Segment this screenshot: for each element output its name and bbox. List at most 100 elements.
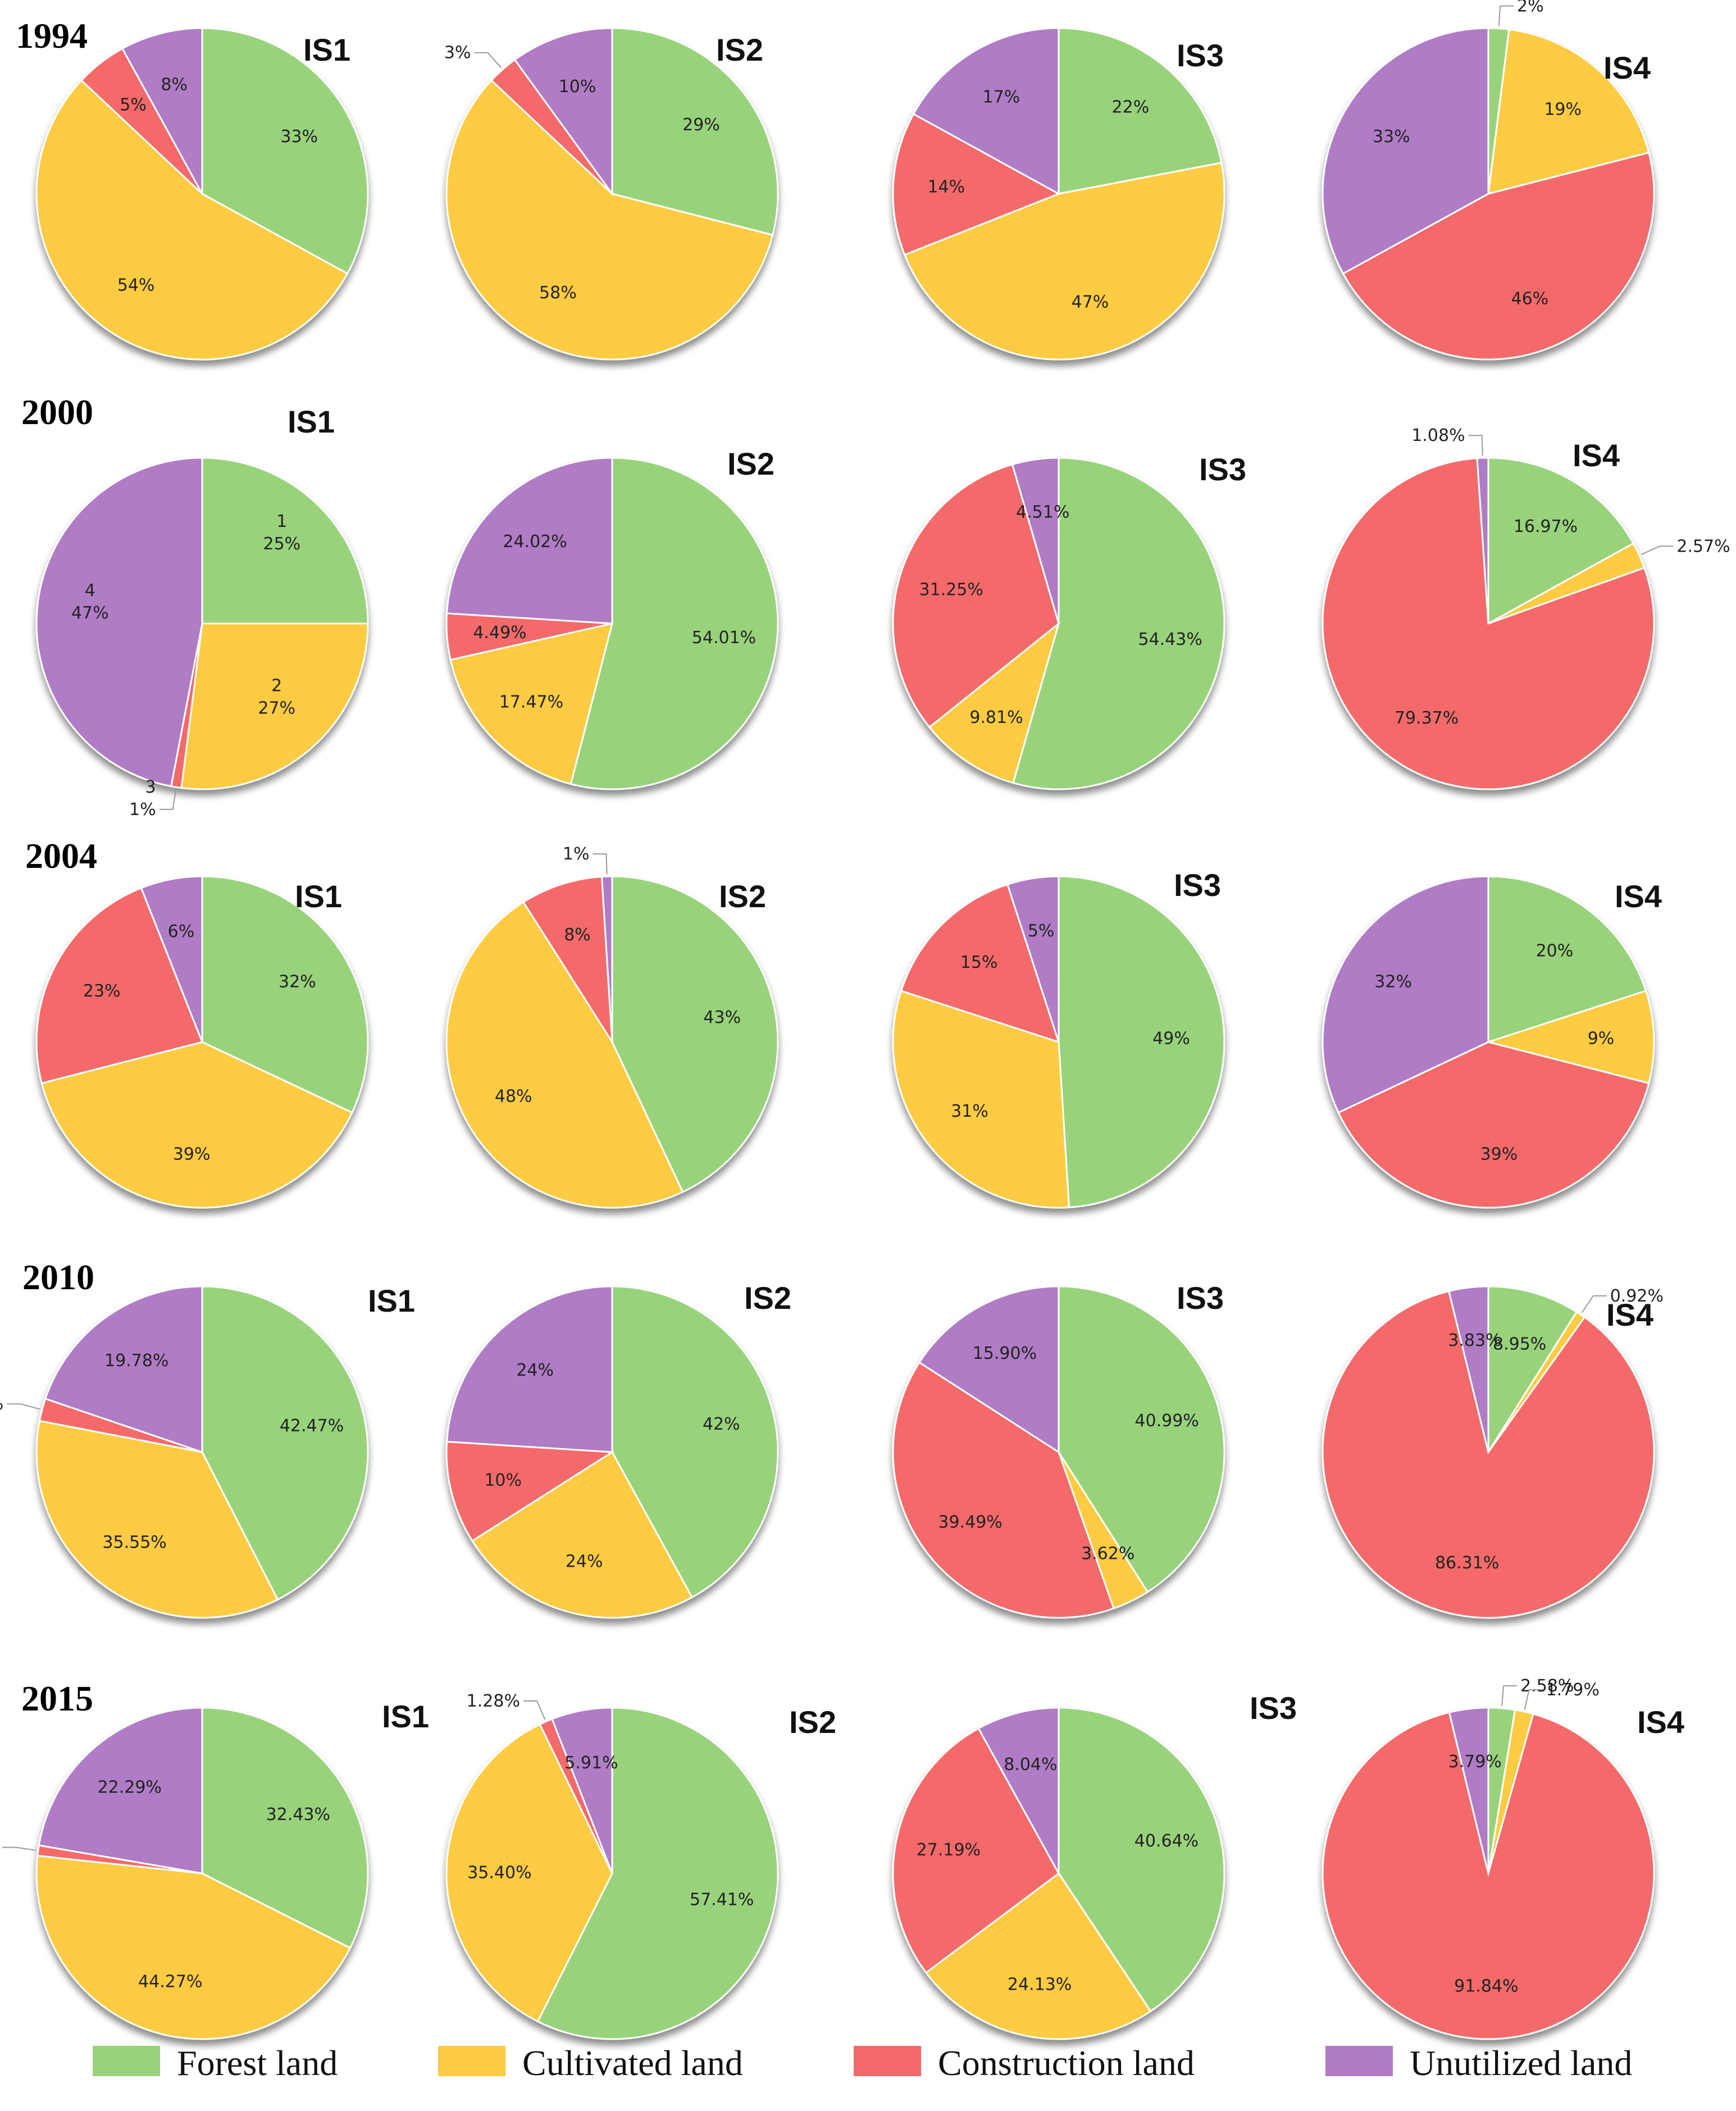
site-label: IS1 — [382, 1699, 429, 1734]
site-label: IS3 — [1199, 452, 1246, 487]
site-label: IS2 — [727, 446, 774, 481]
slice-value-label: 8% — [564, 925, 591, 945]
slice-value-label: 1% — [563, 844, 590, 864]
slice-value-label: 1% — [129, 800, 156, 820]
year-row-2015: 201532.43%44.27%1.01%22.29%IS157.41%35.4… — [2, 1676, 1684, 2040]
slice-construction — [892, 463, 1060, 729]
pie-2004-is3: 49% 31% 15% 5% IS3 — [892, 867, 1225, 1209]
pie-2000-is2: 54.01% 17.47% 4.49% 24.02% IS2 — [445, 446, 779, 790]
legend-swatch — [1325, 2046, 1393, 2076]
slice-value-label: 32% — [1374, 972, 1412, 992]
slice-construction — [892, 112, 1061, 256]
pie-slices — [445, 1285, 779, 1619]
slice-value-label: 44.27% — [138, 1972, 202, 1991]
pie-2010-is1: 42.47% 35.55% 2.20% 19.78% IS1 — [0, 1283, 415, 1619]
site-label: IS3 — [1177, 1280, 1224, 1316]
label-leader-line — [1524, 1689, 1543, 1710]
slice-cultivated — [1487, 28, 1650, 195]
slice-value-label: 5% — [1028, 921, 1055, 941]
legend-label: Cultivated land — [522, 2043, 743, 2083]
slice-value-label: 33% — [280, 127, 318, 147]
slice-value-label: 39% — [173, 1145, 211, 1164]
year-label: 1994 — [16, 16, 88, 56]
slice-value-label: 47% — [1072, 293, 1109, 312]
slice-value-label: 27.19% — [917, 1840, 981, 1860]
legend-item-unutilized: Unutilized land — [1325, 2043, 1632, 2083]
slice-value-label: 24.13% — [1008, 1975, 1072, 1995]
slice-value-label: 31% — [951, 1102, 988, 1121]
pie-2015-is2: 57.41% 35.40% 1.28% 5.91% IS2 — [445, 1691, 836, 2040]
pie-2015-is1: 32.43%44.27%1.01%22.29%IS1 — [2, 1699, 429, 2040]
slice-construction — [892, 1727, 1060, 1974]
slice-unutilized — [121, 27, 203, 194]
slice-value-label: 49% — [1152, 1029, 1190, 1049]
slice-cultivated — [928, 621, 1060, 784]
slice-value-label: 22.29% — [98, 1778, 162, 1798]
label-leader-line — [474, 52, 502, 69]
slice-unutilized — [445, 1285, 613, 1453]
pie-slices — [892, 875, 1225, 1209]
slice-forest — [1058, 875, 1225, 1209]
slice-cultivated — [1485, 989, 1655, 1085]
slice-value-label: 39.49% — [938, 1512, 1002, 1532]
slice-cultivated — [903, 161, 1225, 361]
slice-forest — [1058, 1285, 1225, 1594]
slice-value-label: 2% — [1517, 0, 1544, 16]
slice-value-label: 54% — [117, 275, 155, 295]
pie-slices — [892, 27, 1225, 361]
slice-value-label: 25% — [263, 534, 301, 554]
slice-forest — [569, 457, 779, 790]
slice-construction — [1322, 457, 1655, 790]
legend-swatch — [438, 2046, 505, 2076]
site-label: IS4 — [1606, 1297, 1653, 1332]
slice-value-label: 15% — [960, 953, 998, 972]
slice-value-label: 27% — [258, 698, 295, 718]
site-label: IS2 — [719, 879, 766, 914]
pie-2000-is1: 1 25% 2 27% 3 1% 4 47% IS1 — [35, 404, 369, 820]
slice-forest — [1487, 1285, 1578, 1455]
pie-slices — [35, 457, 369, 790]
slice-value-label: 3.79% — [1448, 1752, 1502, 1772]
slice-value-label: 8.04% — [1004, 1755, 1057, 1775]
slice-unutilized — [140, 875, 203, 1043]
slice-value-label: 32.43% — [266, 1805, 330, 1825]
slice-unutilized — [1322, 27, 1489, 275]
pie-2015-is4: 2.58%1.79% 91.84% 3.79% IS4 — [1322, 1676, 1684, 2040]
slice-unutilized — [38, 1707, 203, 1875]
site-label: IS4 — [1573, 438, 1620, 473]
slice-construction — [522, 875, 613, 1043]
slice-cultivated — [445, 79, 774, 361]
slice-value-label: 58% — [539, 283, 577, 303]
slice-value-label: 19.78% — [104, 1351, 168, 1371]
site-label: IS1 — [288, 404, 335, 439]
slice-value-label: 3.62% — [1081, 1544, 1134, 1563]
slice-value-label: 1.28% — [467, 1691, 520, 1711]
slice-value-label: 79.37% — [1395, 708, 1459, 728]
slice-cultivated — [35, 1420, 279, 1619]
slice-value-label: 4.49% — [473, 623, 526, 643]
label-leader-line — [1581, 1295, 1607, 1313]
pie-slices — [445, 27, 779, 361]
label-leader-line — [1468, 435, 1483, 456]
slice-forest — [201, 1707, 369, 1949]
slice-construction — [892, 1361, 1115, 1619]
legend-item-construction: Construction land — [854, 2043, 1195, 2083]
label-leader-line — [1501, 1685, 1518, 1707]
slice-value-label: 14% — [927, 177, 965, 197]
pie-2010-is2: 42% 24% 10% 24% IS2 — [445, 1280, 791, 1619]
pie-1994-is2: 29% 58% 3% 10% IS2 — [444, 27, 779, 361]
pie-slices — [35, 1285, 369, 1619]
slice-value-label: 17% — [983, 87, 1020, 107]
slice-value-label: 2.20% — [0, 1394, 3, 1414]
pie-slices — [892, 1707, 1225, 2040]
slice-forest — [1012, 457, 1225, 790]
site-label: IS3 — [1177, 38, 1224, 73]
slice-value-label: 4.51% — [1016, 502, 1069, 522]
pie-grid: 199433%54%5%8%IS129%58%3%10%IS222%47%14%… — [0, 0, 1730, 2040]
legend-item-forest: Forest land — [93, 2043, 338, 2083]
pie-slices — [1322, 1285, 1655, 1619]
site-label: IS4 — [1615, 879, 1662, 914]
slice-forest — [201, 875, 369, 1114]
slice-construction — [900, 883, 1060, 1044]
year-row-1994: 1994 33% 54% 5% 8% IS1 29% 58% 3% 10% IS2 22% 47% 14%… — [16, 0, 1655, 361]
